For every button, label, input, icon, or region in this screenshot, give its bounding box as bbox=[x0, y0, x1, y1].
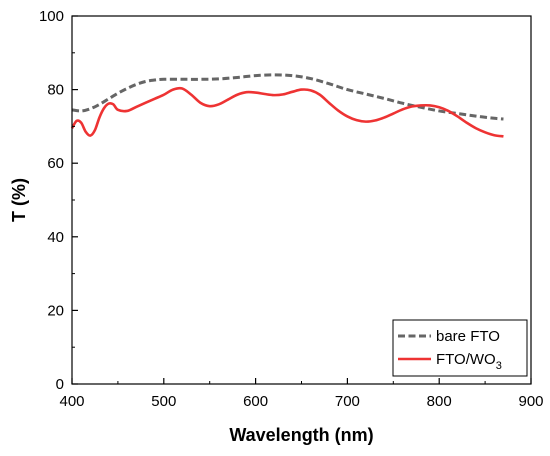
x-tick-label: 500 bbox=[151, 393, 176, 410]
ticks-layer: 400 500 600 700 800 900 0 20 40 60 80 100 bbox=[39, 8, 544, 410]
x-tick-label: 900 bbox=[518, 393, 543, 410]
legend-label-fto-wo3: FTO/WO3 bbox=[436, 351, 502, 372]
series-layer bbox=[70, 73, 504, 138]
x-axis-title: Wavelength (nm) bbox=[229, 425, 373, 445]
y-axis-title: T (%) bbox=[9, 178, 29, 222]
series-line-bare-fto bbox=[71, 73, 504, 121]
legend-label-bare-fto: bare FTO bbox=[436, 328, 500, 345]
legend-label-fto-wo3-main: FTO/WO bbox=[436, 351, 496, 368]
y-tick-label: 100 bbox=[39, 8, 64, 25]
x-tick-label: 600 bbox=[243, 393, 268, 410]
x-tick-label: 800 bbox=[427, 393, 452, 410]
series-line-fto-wo3 bbox=[70, 86, 504, 138]
x-tick-label: 400 bbox=[59, 393, 84, 410]
y-tick-label: 80 bbox=[47, 82, 64, 99]
legend: bare FTO FTO/WO3 bbox=[392, 319, 528, 377]
legend-label-fto-wo3-subscript: 3 bbox=[496, 360, 502, 372]
y-tick-label: 0 bbox=[56, 376, 64, 393]
legend-box bbox=[392, 319, 528, 377]
y-tick-label: 20 bbox=[47, 302, 64, 319]
y-tick-label: 60 bbox=[47, 155, 64, 172]
x-tick-label: 700 bbox=[335, 393, 360, 410]
y-tick-label: 40 bbox=[47, 229, 64, 246]
